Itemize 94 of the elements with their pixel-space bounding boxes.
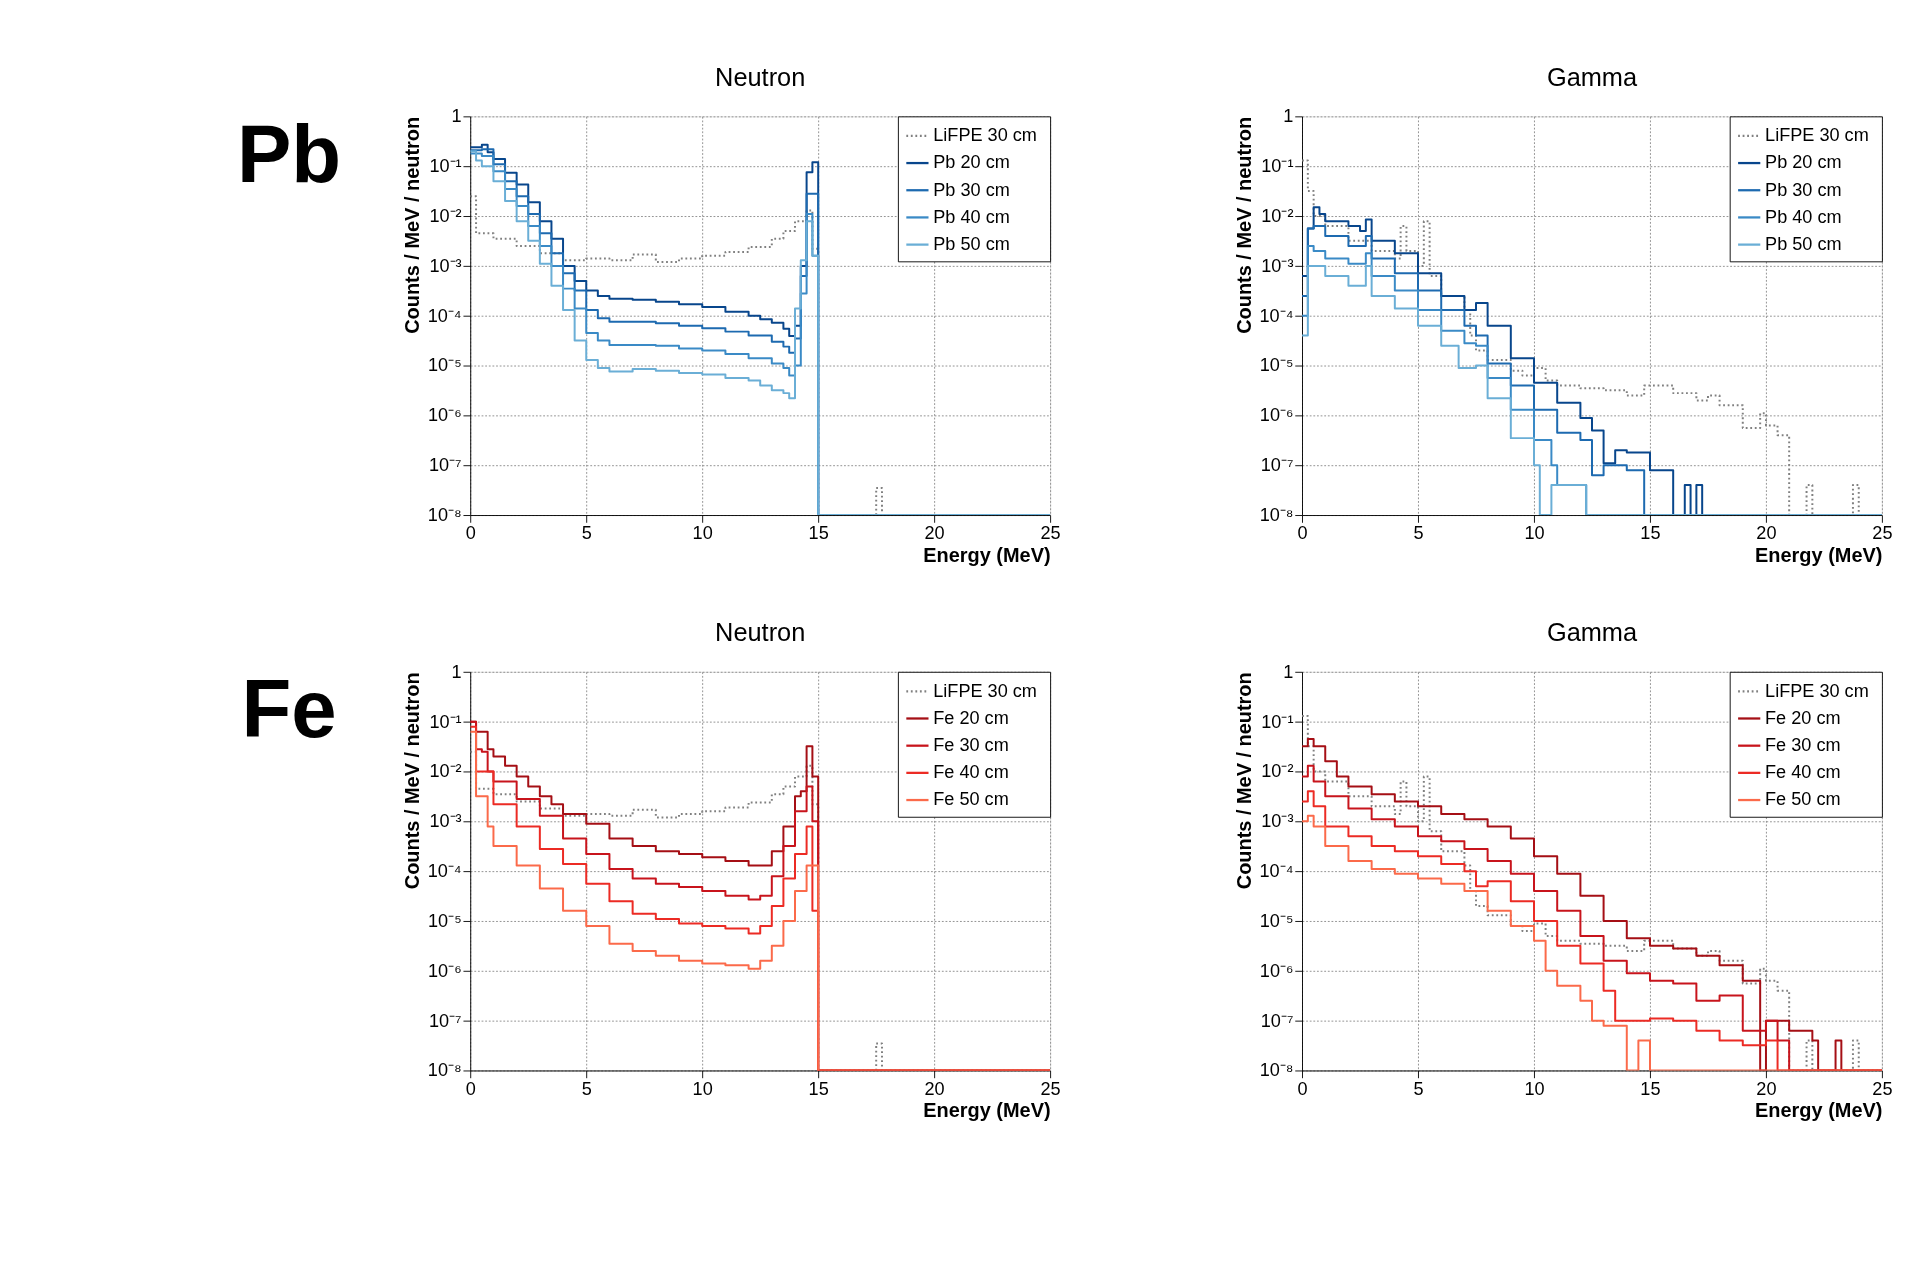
x-tick-label: 10 [692, 1078, 713, 1099]
y-tick-label: 10⁻⁵ [1259, 355, 1294, 376]
legend-label: Fe 40 cm [933, 762, 1009, 783]
y-tick-label: 10⁻⁸ [1259, 504, 1294, 525]
y-tick-label: 10⁻⁷ [1260, 455, 1294, 476]
y-tick-label: 10⁻¹ [429, 156, 462, 177]
y-tick-label: 1 [1283, 106, 1294, 127]
y-tick-label: 10⁻⁶ [428, 960, 462, 981]
y-tick-label: 10⁻³ [1261, 255, 1294, 276]
x-axis-title: Energy (MeV) [1755, 543, 1883, 566]
x-tick-label: 15 [1640, 523, 1661, 544]
y-tick-label: 10⁻⁶ [428, 405, 462, 426]
y-tick-label: 10⁻² [429, 761, 462, 782]
x-tick-label: 10 [1524, 1078, 1545, 1099]
legend-label: Pb 30 cm [1765, 179, 1842, 200]
y-tick-label: 10⁻¹ [1261, 711, 1294, 732]
x-axis-title: Energy (MeV) [923, 543, 1051, 566]
x-tick-label: 25 [1872, 523, 1893, 544]
y-tick-label: 10⁻⁸ [427, 504, 462, 525]
legend-label: Pb 30 cm [933, 179, 1010, 200]
x-tick-label: 15 [808, 1078, 829, 1099]
legend-label: LiFPE 30 cm [933, 125, 1037, 146]
x-tick-label: 5 [1413, 523, 1424, 544]
legend-label: Pb 40 cm [1765, 206, 1842, 227]
y-tick-label: 10⁻¹ [1261, 156, 1294, 177]
x-tick-label: 20 [924, 1078, 945, 1099]
x-tick-label: 0 [1297, 523, 1308, 544]
chart-title: Gamma [1546, 62, 1638, 91]
x-tick-label: 15 [808, 523, 829, 544]
x-tick-label: 5 [1413, 1078, 1424, 1099]
y-axis-title: Counts / MeV / neutron [1233, 116, 1255, 334]
x-tick-label: 25 [1040, 523, 1061, 544]
y-tick-label: 10⁻⁴ [427, 305, 462, 326]
y-tick-label: 1 [451, 661, 462, 682]
legend-label: Fe 20 cm [933, 707, 1009, 728]
legend-label: Pb 50 cm [1765, 234, 1842, 255]
y-tick-label: 10⁻⁴ [1259, 861, 1294, 882]
legend-label: LiFPE 30 cm [1765, 680, 1869, 701]
legend-label: Fe 20 cm [1765, 707, 1841, 728]
chart-title: Neutron [715, 618, 806, 647]
text: Fe [241, 663, 337, 755]
y-tick-label: 10⁻⁷ [1260, 1010, 1294, 1031]
legend-label: Fe 50 cm [1765, 789, 1841, 810]
y-tick-label: 10⁻⁵ [428, 355, 462, 376]
x-tick-label: 0 [465, 1078, 476, 1099]
y-tick-label: 10⁻⁸ [427, 1060, 462, 1081]
y-tick-label: 10⁻² [1261, 205, 1294, 226]
y-tick-label: 10⁻⁶ [1259, 960, 1294, 981]
x-tick-label: 25 [1040, 1078, 1061, 1099]
y-tick-label: 10⁻⁵ [1259, 910, 1294, 931]
legend-label: Fe 30 cm [933, 735, 1009, 756]
y-tick-label: 10⁻⁸ [1259, 1060, 1294, 1081]
y-tick-label: 10⁻⁴ [1259, 305, 1294, 326]
x-axis-title: Energy (MeV) [923, 1099, 1051, 1122]
x-tick-label: 20 [924, 523, 945, 544]
y-tick-label: 10⁻² [429, 205, 462, 226]
y-axis-title: Counts / MeV / neutron [401, 672, 424, 890]
text: Pb [236, 107, 342, 199]
x-tick-label: 15 [1640, 1078, 1661, 1099]
y-tick-label: 10⁻³ [429, 255, 462, 276]
y-axis-title: Counts / MeV / neutron [1233, 672, 1255, 890]
x-tick-label: 0 [1297, 1078, 1308, 1099]
x-axis-title: Energy (MeV) [1755, 1099, 1883, 1122]
y-tick-label: 10⁻⁴ [427, 861, 462, 882]
y-tick-label: 10⁻⁵ [428, 910, 462, 931]
legend-label: Pb 50 cm [933, 234, 1010, 255]
legend-label: Fe 30 cm [1765, 735, 1841, 756]
x-tick-label: 20 [1756, 523, 1777, 544]
legend-label: Pb 20 cm [933, 152, 1010, 173]
chart-title: Neutron [715, 62, 806, 91]
x-tick-label: 0 [465, 523, 476, 544]
x-tick-label: 25 [1872, 1078, 1893, 1099]
y-tick-label: 10⁻¹ [429, 711, 462, 732]
legend-label: Pb 20 cm [1765, 152, 1842, 173]
y-tick-label: 10⁻⁶ [1259, 405, 1294, 426]
x-tick-label: 20 [1756, 1078, 1777, 1099]
y-tick-label: 10⁻³ [429, 811, 462, 832]
y-tick-label: 1 [1283, 661, 1294, 682]
x-tick-label: 5 [581, 523, 592, 544]
y-tick-label: 10⁻² [1261, 761, 1294, 782]
legend-label: LiFPE 30 cm [1765, 125, 1869, 146]
y-tick-label: 10⁻³ [1261, 811, 1294, 832]
chart-title: Gamma [1546, 618, 1638, 647]
legend-label: LiFPE 30 cm [933, 680, 1037, 701]
legend-label: Fe 50 cm [933, 789, 1009, 810]
x-tick-label: 5 [581, 1078, 592, 1099]
y-tick-label: 1 [451, 106, 462, 127]
x-tick-label: 10 [1524, 523, 1545, 544]
y-tick-label: 10⁻⁷ [428, 1010, 462, 1031]
y-tick-label: 10⁻⁷ [428, 455, 462, 476]
x-tick-label: 10 [692, 523, 713, 544]
legend-label: Pb 40 cm [933, 206, 1010, 227]
legend-label: Fe 40 cm [1765, 762, 1841, 783]
y-axis-title: Counts / MeV / neutron [401, 116, 424, 334]
